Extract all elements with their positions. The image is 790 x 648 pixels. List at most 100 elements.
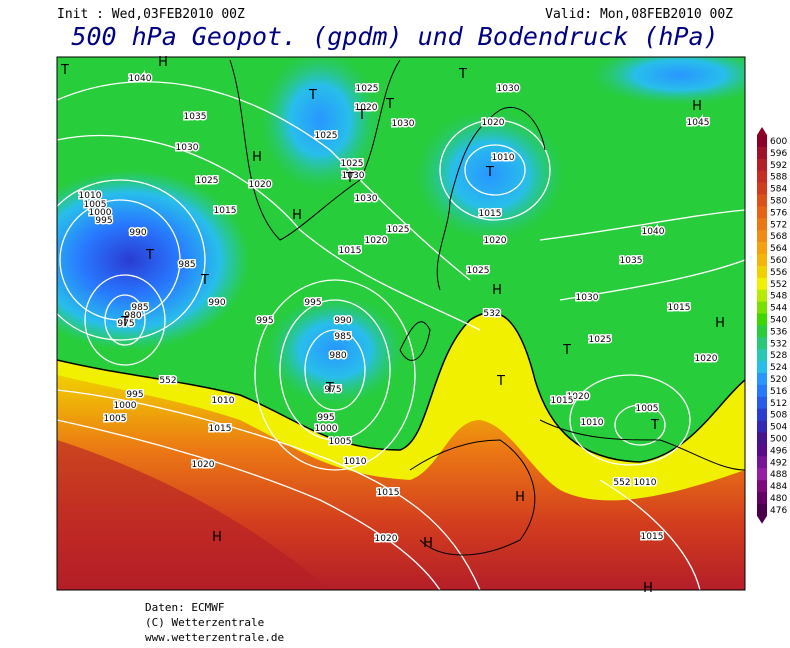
isobar-label: 1025 xyxy=(315,131,338,141)
colorbar-cell xyxy=(757,349,767,362)
isobar-label: 1015 xyxy=(668,303,691,313)
isobar-label: 532 xyxy=(483,309,500,319)
footer-line: www.wetterzentrale.de xyxy=(145,631,284,644)
colorbar-cell xyxy=(757,432,767,445)
colorbar-label: 596 xyxy=(770,149,787,159)
colorbar-cell xyxy=(757,313,767,326)
isobar-label: 1015 xyxy=(479,209,502,219)
colorbar-label: 576 xyxy=(770,208,787,218)
isobar-label: 985 xyxy=(131,303,148,313)
colorbar-cell xyxy=(757,503,767,517)
colorbar-label: 572 xyxy=(770,220,787,230)
isobar-label: 1020 xyxy=(484,236,507,246)
isobar-label: 1020 xyxy=(482,118,505,128)
isobar-label: 1015 xyxy=(214,206,237,216)
isobar-label: 990 xyxy=(208,298,225,308)
colorbar-label: 580 xyxy=(770,196,787,206)
isobar-label: 990 xyxy=(129,228,146,238)
pressure-center: H xyxy=(515,490,525,505)
colorbar-cell xyxy=(757,135,767,148)
isobar-label: 1035 xyxy=(184,112,207,122)
isobar-label: 1020 xyxy=(365,236,388,246)
colorbar-label: 544 xyxy=(770,304,787,314)
isobar-label: 1010 xyxy=(492,153,515,163)
isobar-label: 1030 xyxy=(355,194,378,204)
cold-area xyxy=(57,170,250,350)
colorbar-label: 556 xyxy=(770,268,787,278)
colorbar-cell xyxy=(757,420,767,433)
isobar-label: 995 xyxy=(126,390,143,400)
colorbar-cell xyxy=(757,325,767,338)
colorbar-label: 484 xyxy=(770,482,787,492)
colorbar-cell xyxy=(757,337,767,350)
colorbar-label: 488 xyxy=(770,470,787,480)
footer-line: Daten: ECMWF xyxy=(145,601,224,614)
colorbar-label: 492 xyxy=(770,458,787,468)
isobar-label: 1035 xyxy=(620,256,643,266)
cold-area xyxy=(590,57,745,105)
colorbar-cell xyxy=(757,206,767,219)
pressure-center: T xyxy=(650,418,659,433)
colorbar-label: 564 xyxy=(770,244,787,254)
isobar-label: 1020 xyxy=(355,103,378,113)
coastlines xyxy=(229,59,745,556)
pressure-center: T xyxy=(496,374,505,389)
isobar-label: 1015 xyxy=(339,246,362,256)
isobar-label: 1015 xyxy=(641,532,664,542)
colorbar-label: 568 xyxy=(770,232,787,242)
isobar-label: 1030 xyxy=(392,119,415,129)
isobars xyxy=(57,81,745,590)
isobar-label: 1045 xyxy=(687,118,710,128)
isobar-label: 995 xyxy=(95,216,112,226)
colorbar-cell xyxy=(757,444,767,457)
warm-area xyxy=(57,440,330,590)
isobar-label: 1040 xyxy=(642,227,665,237)
pressure-center: H xyxy=(715,316,725,331)
isobar-label: 1030 xyxy=(342,171,365,181)
footer-line: (C) Wetterzentrale xyxy=(145,616,264,629)
pressure-center: T xyxy=(485,165,494,180)
colorbar-cell xyxy=(757,182,767,195)
colorbar-label: 592 xyxy=(770,161,787,171)
colorbar-cell xyxy=(757,170,767,183)
isobar-label: 995 xyxy=(304,298,321,308)
isobar-label: 1040 xyxy=(129,74,152,84)
colorbar-cell xyxy=(757,218,767,231)
isobar-label: 1005 xyxy=(329,437,352,447)
colorbar-label: 500 xyxy=(770,434,787,444)
pressure-center: T xyxy=(120,315,129,330)
isobar-label: 1000 xyxy=(114,401,137,411)
pressure-center: T xyxy=(325,381,334,396)
colorbar-label: 524 xyxy=(770,363,787,373)
isobar-label: 1030 xyxy=(176,143,199,153)
isobar-label: 995 xyxy=(256,316,273,326)
colorbar-cell xyxy=(757,289,767,302)
pressure-center: T xyxy=(357,108,366,123)
cold-area xyxy=(260,57,380,190)
colorbar-cell xyxy=(757,480,767,493)
isobar-label: 552 xyxy=(159,376,176,386)
map-field xyxy=(57,57,745,590)
isobar-label: 1005 xyxy=(84,200,107,210)
colorbar-end xyxy=(757,515,767,524)
pressure-center: T xyxy=(145,248,154,263)
colorbar-label: 476 xyxy=(770,506,787,516)
isobar-label: 1020 xyxy=(375,534,398,544)
pressure-center: H xyxy=(492,283,502,298)
pressure-center: T xyxy=(345,171,354,186)
isobar-label: 1025 xyxy=(356,84,379,94)
colorbar-cell xyxy=(757,158,767,171)
colorbar-cell xyxy=(757,384,767,398)
isobar-label: 1020 xyxy=(192,460,215,470)
cold-area xyxy=(265,295,405,405)
isobar-label: 1005 xyxy=(636,404,659,414)
colorbar-label: 528 xyxy=(770,351,787,361)
isobar-label: 1025 xyxy=(196,176,219,186)
isobar-label: 985 xyxy=(178,260,195,270)
colorbar-cell xyxy=(757,408,767,421)
isobar-label: 1030 xyxy=(576,293,599,303)
pressure-center: H xyxy=(692,99,702,114)
isobar-label: 1015 xyxy=(377,488,400,498)
isobar-label: 1020 xyxy=(249,180,272,190)
